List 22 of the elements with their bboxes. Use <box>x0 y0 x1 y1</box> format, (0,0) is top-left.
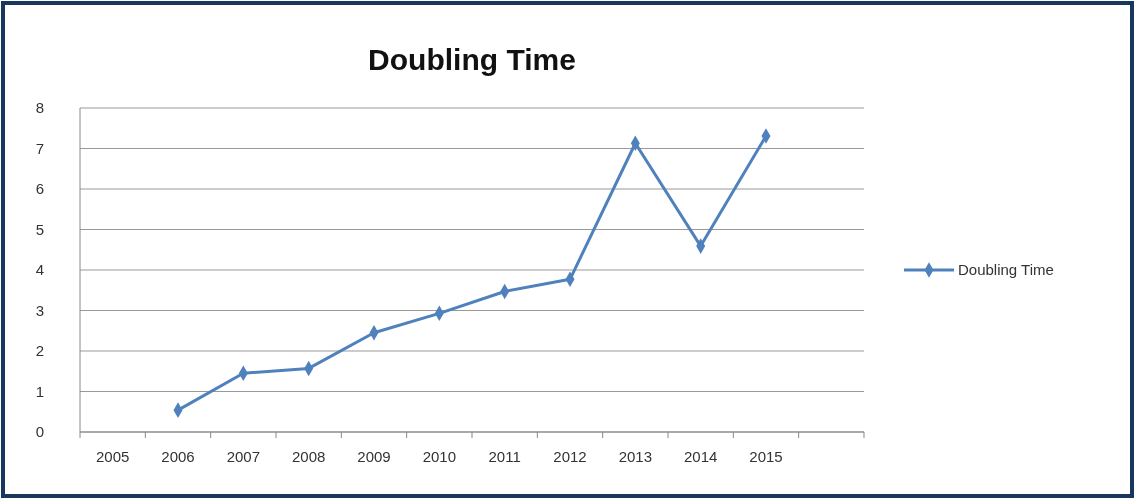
x-tick-label: 2013 <box>618 448 653 465</box>
x-tick-label: 2015 <box>749 448 783 465</box>
y-tick-label: 2 <box>35 342 45 360</box>
x-tick-label: 2005 <box>95 448 130 465</box>
x-tick-label: 2007 <box>226 448 261 465</box>
x-tick-label: 2010 <box>422 448 457 465</box>
x-tick-label: 2014 <box>683 448 718 465</box>
x-tick-label: 2009 <box>357 448 391 465</box>
y-tick-label: 6 <box>35 180 45 198</box>
y-tick-label: 7 <box>35 139 45 157</box>
y-tick-label: 4 <box>35 261 45 279</box>
y-tick-label: 0 <box>35 423 45 441</box>
chart-title: Doubling Time <box>368 43 576 76</box>
legend-label: Doubling Time <box>958 261 1054 279</box>
x-tick-label: 2008 <box>291 448 326 465</box>
y-tick-label: 8 <box>35 99 45 117</box>
y-tick-label: 5 <box>35 220 45 238</box>
x-tick-label: 2011 <box>488 448 521 465</box>
x-tick-label: 2006 <box>161 448 195 465</box>
y-tick-label: 3 <box>35 301 45 319</box>
x-tick-label: 2012 <box>553 448 587 465</box>
y-tick-label: 1 <box>35 382 45 400</box>
